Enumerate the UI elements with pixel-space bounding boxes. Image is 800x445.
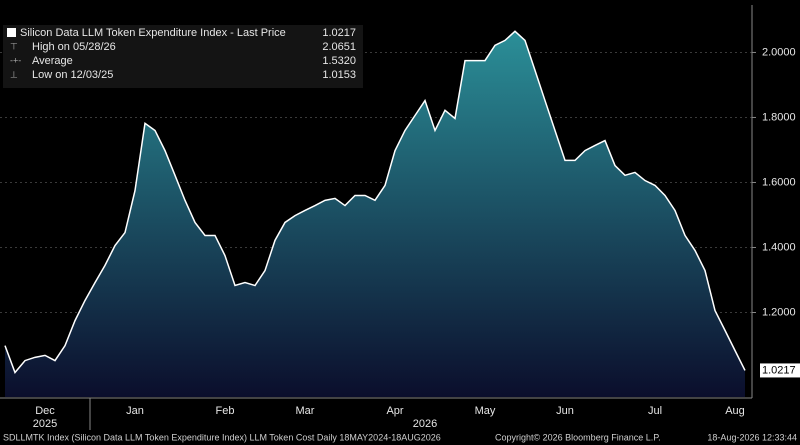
x-tick-label: Jun (556, 405, 574, 417)
area (5, 31, 745, 397)
legend-icon: ⊤ (10, 41, 18, 51)
plot-area (0, 30, 752, 397)
legend-label: Average (32, 55, 73, 67)
legend-box (3, 25, 363, 88)
line (4, 30, 746, 374)
y-tick-label: 2.0000 (762, 46, 796, 58)
legend-label: High on 05/28/26 (32, 41, 116, 53)
x-tick-label: Feb (216, 405, 235, 417)
footer-copyright: Copyright© 2026 Bloomberg Finance L.P. (495, 432, 661, 442)
x-tick-label: May (475, 405, 496, 417)
legend-title: Silicon Data LLM Token Expenditure Index… (20, 27, 286, 39)
legend-last-value: 1.0217 (322, 27, 356, 39)
legend-icon: -+- (10, 55, 21, 65)
x-tick-label: Dec (35, 405, 55, 417)
x-tick-label: Apr (386, 405, 403, 417)
x-year-label: 2026 (413, 418, 437, 430)
x-tick-label: Mar (296, 405, 315, 417)
last-price-label: 1.0217 (762, 364, 796, 376)
last-price-box (760, 363, 800, 378)
legend: Silicon Data LLM Token Expenditure Index… (3, 25, 363, 88)
legend-swatch (7, 28, 16, 37)
legend-value: 1.5320 (322, 55, 356, 67)
footer-source: SDLLMTK Index (Silicon Data LLM Token Ex… (3, 432, 441, 442)
legend-icon: ⊥ (10, 69, 18, 79)
x-tick-label: Jan (126, 405, 144, 417)
footer-timestamp: 18-Aug-2026 12:33:44 (707, 432, 797, 442)
legend-value: 2.0651 (322, 41, 356, 53)
x-tick-label: Aug (725, 405, 745, 417)
y-tick-label: 1.4000 (762, 241, 796, 253)
y-tick-label: 1.6000 (762, 176, 796, 188)
x-tick-label: Jul (648, 405, 662, 417)
legend-label: Low on 12/03/25 (32, 69, 113, 81)
y-tick-label: 1.8000 (762, 111, 796, 123)
x-year-label: 2025 (33, 418, 57, 430)
y-tick-label: 1.2000 (762, 306, 796, 318)
legend-value: 1.0153 (322, 69, 356, 81)
